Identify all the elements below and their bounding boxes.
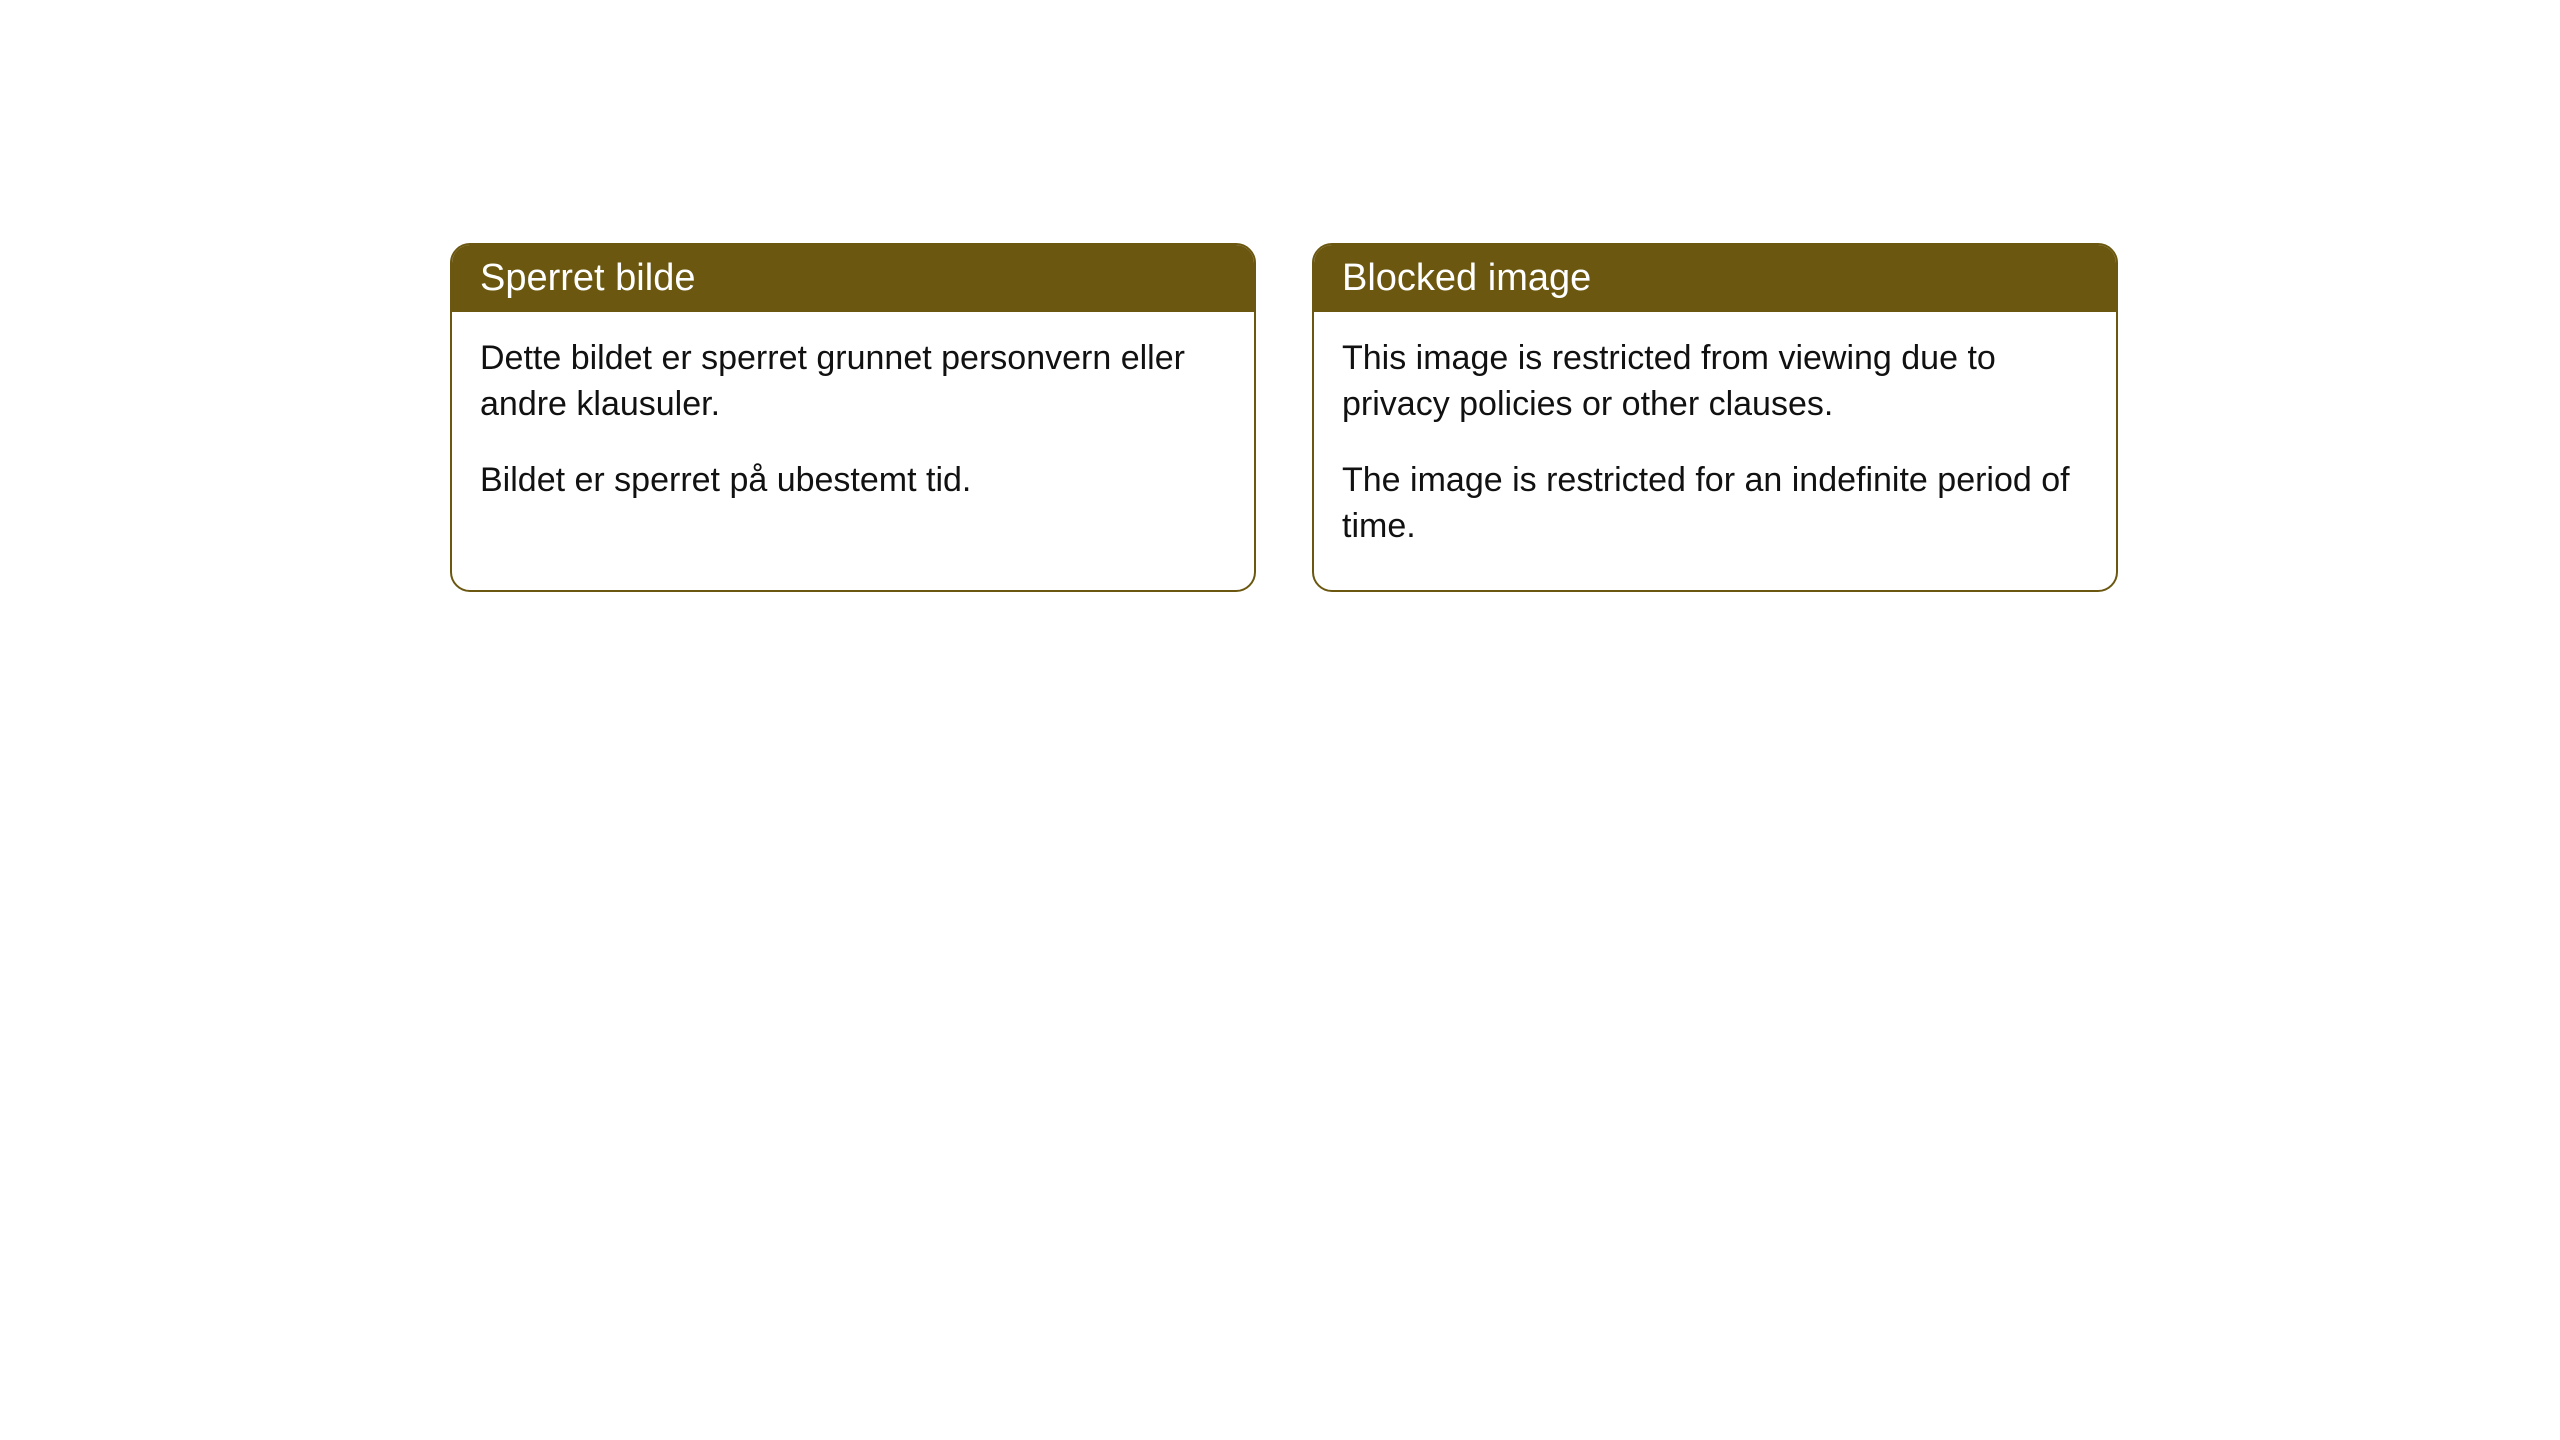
card-english: Blocked image This image is restricted f… — [1312, 243, 2118, 592]
card-body-norwegian: Dette bildet er sperret grunnet personve… — [452, 312, 1254, 544]
card-paragraph-1-english: This image is restricted from viewing du… — [1342, 336, 2088, 428]
cards-container: Sperret bilde Dette bildet er sperret gr… — [450, 243, 2118, 592]
card-paragraph-2-norwegian: Bildet er sperret på ubestemt tid. — [480, 458, 1226, 504]
card-paragraph-2-english: The image is restricted for an indefinit… — [1342, 458, 2088, 550]
card-header-norwegian: Sperret bilde — [452, 245, 1254, 312]
card-header-english: Blocked image — [1314, 245, 2116, 312]
card-paragraph-1-norwegian: Dette bildet er sperret grunnet personve… — [480, 336, 1226, 428]
card-title-english: Blocked image — [1342, 257, 1591, 299]
card-body-english: This image is restricted from viewing du… — [1314, 312, 2116, 590]
card-title-norwegian: Sperret bilde — [480, 257, 695, 299]
card-norwegian: Sperret bilde Dette bildet er sperret gr… — [450, 243, 1256, 592]
